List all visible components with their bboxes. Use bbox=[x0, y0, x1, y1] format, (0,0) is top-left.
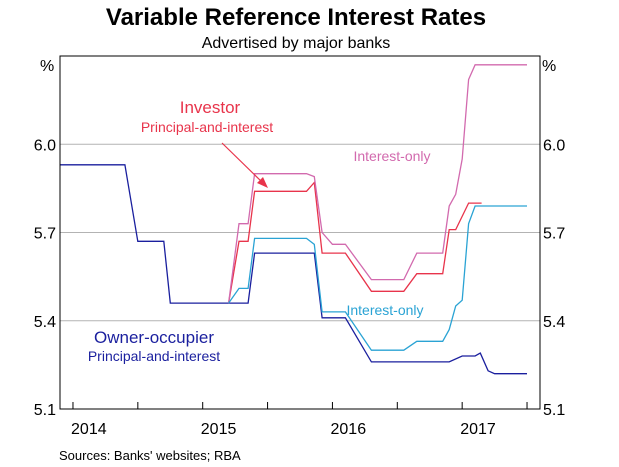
y-tick-label-left-3: 6.0 bbox=[34, 137, 56, 154]
x-tick-label-0: 2014 bbox=[71, 421, 107, 438]
source-note: Sources: Banks' websites; RBA bbox=[59, 448, 241, 463]
series-line-owner-occupier-principal-and-interest bbox=[60, 164, 527, 375]
series-line-owner-occupier-interest-only bbox=[228, 205, 527, 351]
annotations: Investor Principal-and-interest Interest… bbox=[88, 98, 431, 364]
y-unit-right: % bbox=[542, 58, 556, 75]
series-line-investor-interest-only bbox=[227, 64, 527, 304]
x-tick-label-3: 2017 bbox=[460, 421, 496, 438]
interest-only-investor-label: Interest-only bbox=[353, 148, 430, 164]
y-tick-label-left-0: 5.1 bbox=[34, 402, 56, 419]
chart-titles: Variable Reference Interest Rates Advert… bbox=[106, 4, 486, 52]
y-tick-label-right-3: 6.0 bbox=[543, 137, 565, 154]
x-tick-label-1: 2015 bbox=[201, 421, 237, 438]
owner-occupier-sub-label: Principal-and-interest bbox=[88, 348, 220, 364]
x-ticks: 2014 2015 2016 2017 bbox=[71, 402, 528, 438]
y-tick-label-right-1: 5.4 bbox=[543, 314, 565, 331]
investor-label: Investor bbox=[180, 98, 241, 117]
y-tick-labels: 5.1 5.1 5.4 5.4 5.7 5.7 6.0 6.0 bbox=[34, 137, 566, 419]
chart-title: Variable Reference Interest Rates bbox=[106, 4, 486, 31]
interest-only-owner-label: Interest-only bbox=[346, 302, 423, 318]
x-tick-label-2: 2016 bbox=[331, 421, 367, 438]
chart-subtitle: Advertised by major banks bbox=[202, 35, 391, 52]
investor-arrow-head bbox=[257, 177, 268, 188]
series-line-investor-principal-and-interest bbox=[227, 180, 482, 304]
investor-arrow bbox=[221, 142, 265, 185]
y-tick-label-right-2: 5.7 bbox=[543, 226, 565, 243]
y-unit-left: % bbox=[40, 58, 54, 75]
plot-frame bbox=[59, 55, 541, 410]
y-tick-label-right-0: 5.1 bbox=[543, 402, 565, 419]
owner-occupier-label: Owner-occupier bbox=[94, 328, 214, 347]
y-tick-label-left-1: 5.4 bbox=[34, 314, 56, 331]
gridlines bbox=[60, 143, 540, 322]
series-lines bbox=[60, 64, 527, 375]
axes bbox=[59, 55, 541, 410]
investor-sub-label: Principal-and-interest bbox=[141, 119, 273, 135]
y-tick-label-left-2: 5.7 bbox=[34, 226, 56, 243]
